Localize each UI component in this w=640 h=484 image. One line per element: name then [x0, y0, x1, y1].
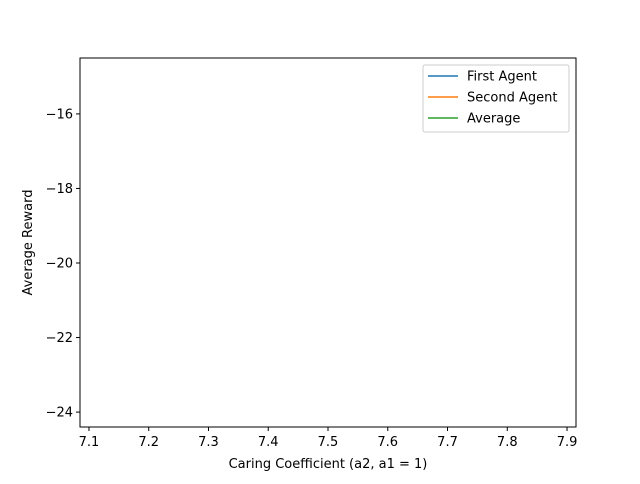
x-tick-label: 7.1: [79, 435, 100, 450]
legend-label: Second Agent: [467, 91, 557, 106]
x-axis-ticks: 7.1 7.2 7.3 7.4 7.5 7.6 7.7 7.8 7.9: [79, 427, 578, 450]
y-tick: −18: [46, 182, 80, 197]
x-tick-label: 7.7: [437, 435, 458, 450]
legend-item: Average: [428, 112, 520, 127]
y-tick: −16: [46, 107, 80, 122]
x-tick: 7.8: [497, 427, 518, 450]
legend-box: [422, 64, 570, 133]
x-tick: 7.4: [258, 427, 279, 450]
y-tick-label: −22: [46, 331, 73, 346]
x-tick: 7.9: [557, 427, 578, 450]
y-axis-ticks: −16 −18 −20 −22 −24: [46, 107, 80, 421]
legend-label: Average: [467, 112, 520, 127]
x-tick-label: 7.6: [377, 435, 398, 450]
x-tick-label: 7.8: [497, 435, 518, 450]
y-tick: −24: [46, 406, 80, 421]
x-tick-label: 7.2: [138, 435, 159, 450]
plot-frame: [79, 57, 577, 428]
y-tick: −22: [46, 331, 80, 346]
x-tick: 7.7: [437, 427, 458, 450]
x-tick: 7.3: [198, 427, 219, 450]
y-axis-label: Average Reward: [21, 190, 36, 296]
x-tick: 7.2: [138, 427, 159, 450]
y-tick-label: −16: [46, 107, 73, 122]
y-tick-label: −24: [46, 406, 73, 421]
x-tick: 7.5: [318, 427, 339, 450]
y-tick-label: −18: [46, 182, 73, 197]
legend-item: Second Agent: [428, 91, 557, 106]
legend-item: First Agent: [428, 70, 537, 85]
legend-items: First Agent Second Agent Average: [428, 70, 557, 127]
x-tick: 7.6: [377, 427, 398, 450]
x-tick-label: 7.3: [198, 435, 219, 450]
legend: First Agent Second Agent Average: [422, 64, 570, 133]
x-tick-label: 7.9: [557, 435, 578, 450]
x-tick: 7.1: [79, 427, 100, 450]
x-tick-label: 7.5: [318, 435, 339, 450]
y-tick-label: −20: [46, 257, 73, 272]
y-tick: −20: [46, 257, 80, 272]
x-axis-label: Caring Coefficient (a2, a1 = 1): [229, 457, 428, 472]
legend-label: First Agent: [467, 70, 537, 85]
x-tick-label: 7.4: [258, 435, 279, 450]
